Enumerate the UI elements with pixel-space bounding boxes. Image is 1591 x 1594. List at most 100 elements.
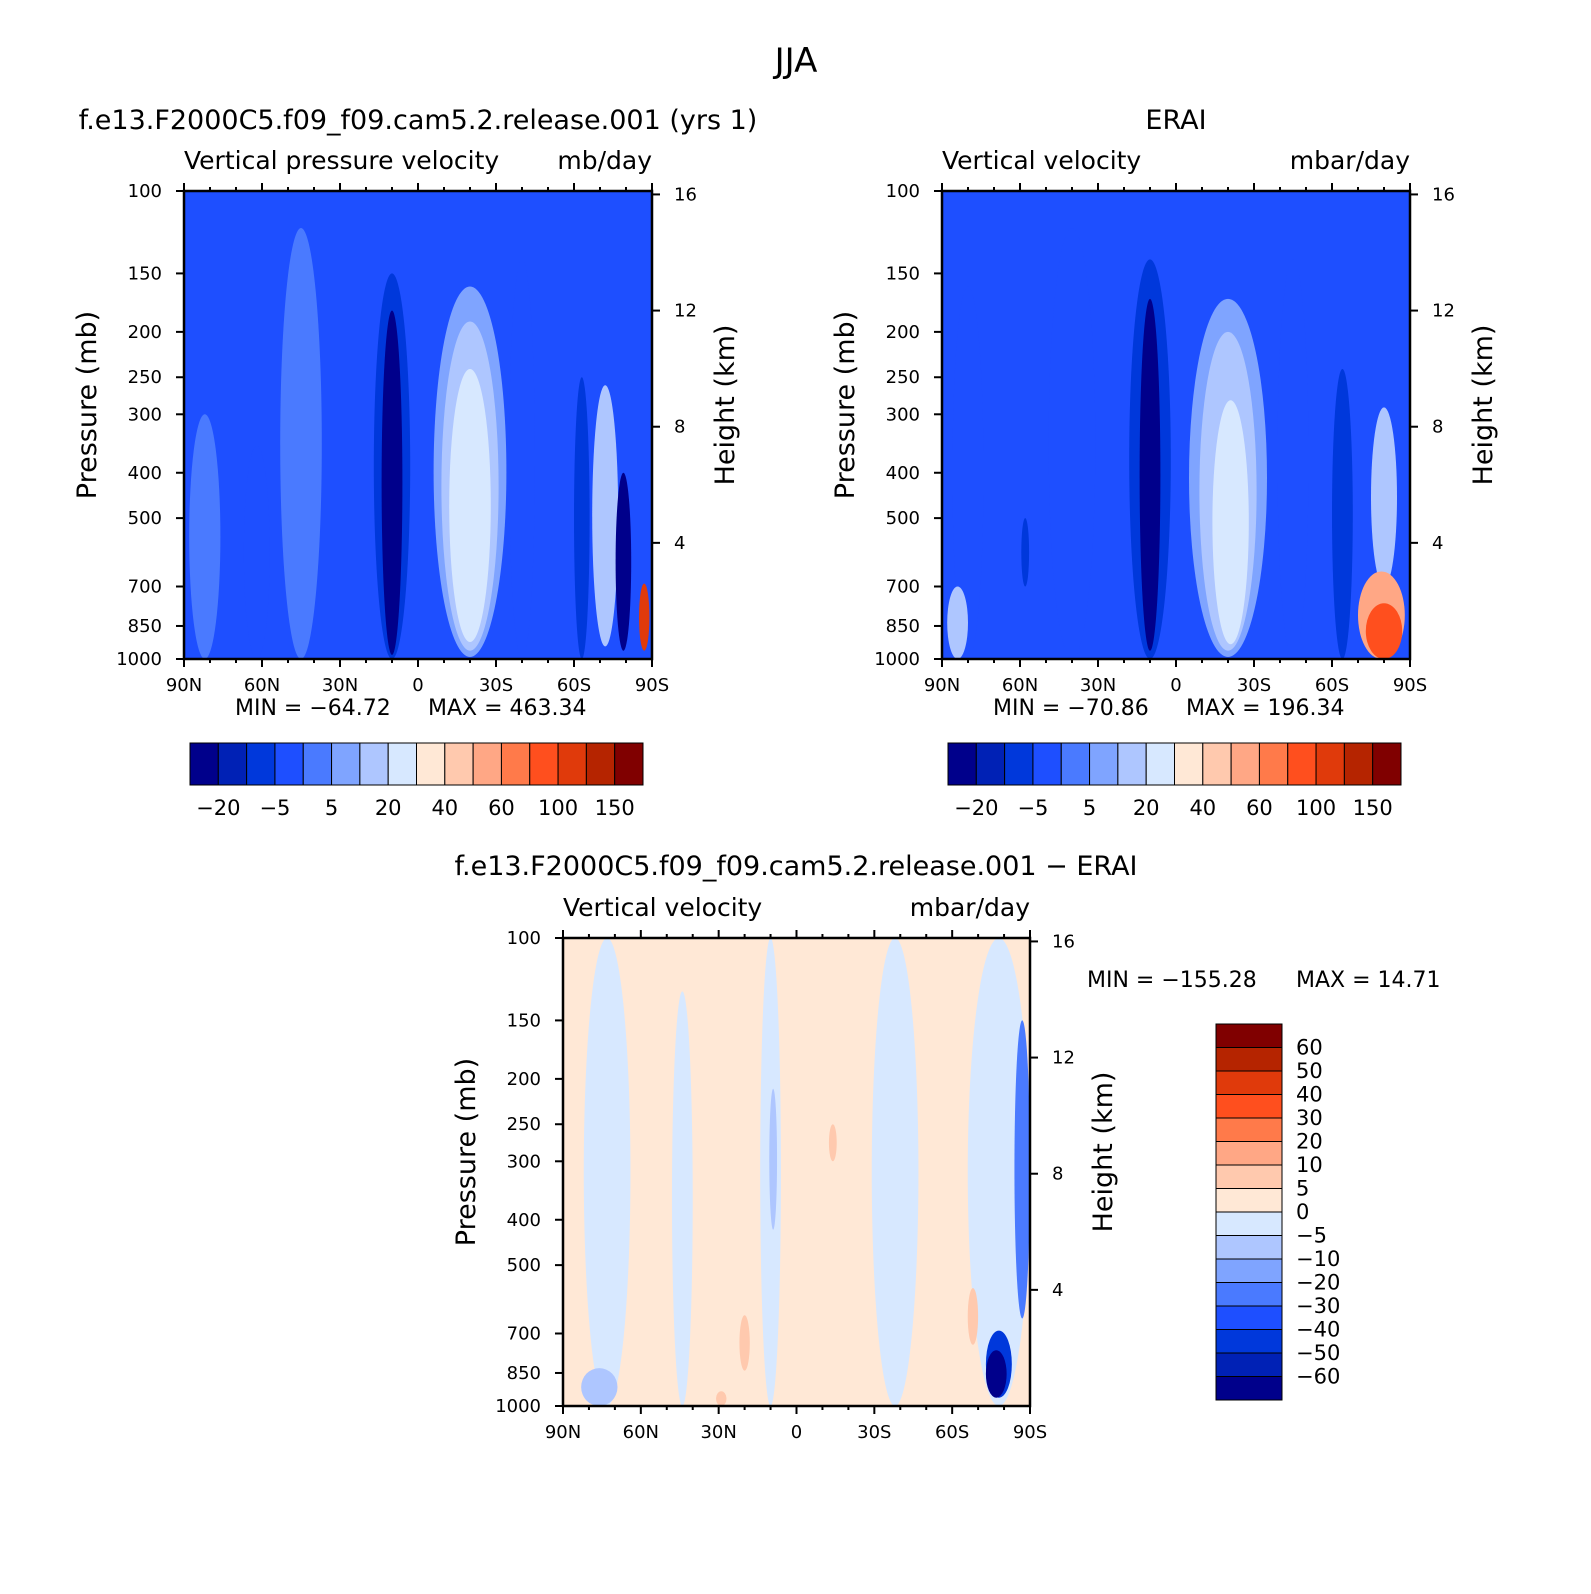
y-tick-label: 300 [886,404,920,425]
colorbar-box [331,742,361,786]
colorbar-box [975,742,1006,786]
contour-feature-1 [947,586,968,659]
colorbar-label: −40 [1296,1318,1340,1342]
contour-feature-4 [381,310,403,655]
colorbar-box [614,742,644,786]
y-tick-label: 1000 [495,1396,541,1417]
y-tick-label: 200 [886,322,920,343]
y2-tick-label: 8 [1052,1164,1063,1185]
min-label: MIN = −70.86 [993,696,1149,721]
units-subtitle: mbar/day [910,893,1030,922]
colorbar-box [359,742,389,786]
colorbar-label: 60 [488,796,515,820]
colorbar-box [1215,1352,1283,1377]
contour-feature-1 [243,445,270,659]
colorbar-box [1215,1235,1283,1260]
colorbar-label: −50 [1296,1341,1340,1365]
y-tick-label: 500 [128,508,162,529]
colorbar-box [1230,742,1260,786]
x-tick-label: 60S [1315,675,1349,696]
x-tick-label: 60N [1002,675,1038,696]
y2-tick-label: 12 [674,301,697,322]
y-tick-label: 400 [507,1210,541,1231]
colorbar-box [1215,1305,1283,1330]
colorbar-box [529,742,559,786]
y-tick-label: 850 [128,616,162,637]
colorbar-label: −5 [1296,1224,1327,1248]
colorbar-box [302,742,333,786]
y-tick-label: 400 [886,463,920,484]
colorbar-label: 10 [1296,1153,1323,1177]
y-tick-label: 250 [886,367,920,388]
y2-tick-label: 12 [1432,301,1455,322]
units-subtitle: mbar/day [1290,146,1410,175]
y-tick-label: 850 [886,616,920,637]
y-tick-label: 500 [886,508,920,529]
colorbar-label: 5 [1083,796,1096,820]
y2-axis-label: Height (km) [710,325,741,486]
contour-feature-13 [1014,1020,1030,1319]
contour-feature-9 [1277,259,1309,659]
y-tick-label: 200 [128,322,162,343]
x-tick-label: 0 [1170,675,1181,696]
colorbar-box [1215,1047,1283,1072]
field-background [942,191,1410,659]
left-subtitle: Vertical pressure velocity [184,146,499,175]
y2-tick-label: 4 [1432,533,1443,554]
colorbar-box [472,742,502,786]
field-background [563,938,1030,1406]
contour-feature-3 [1048,228,1096,659]
x-tick-label: 90S [1013,1422,1047,1443]
contour-feature-10 [1332,368,1353,659]
contour-field [563,938,1030,1406]
y-tick-label: 200 [507,1069,541,1090]
y2-axis-label: Height (km) [1088,1072,1119,1233]
colorbar-label: −60 [1296,1365,1340,1389]
colorbar-box [947,742,977,786]
contour-feature-11 [615,472,632,651]
y-tick-label: 150 [886,263,920,284]
max-label: MAX = 14.71 [1296,968,1441,993]
left-subtitle: Vertical velocity [563,893,762,922]
colorbar-box [500,742,531,786]
y-tick-label: 300 [507,1151,541,1172]
contour-feature-0 [189,414,221,659]
colorbar-box [217,742,248,786]
contour-feature-11 [1371,407,1397,587]
y-axis-label: Pressure (mb) [451,1058,482,1246]
colorbar-box [1215,1023,1283,1048]
y-tick-label: 150 [507,1010,541,1031]
colorbar-box [1287,742,1317,786]
contour-feature-2 [1021,518,1030,587]
colorbar-box [1343,742,1374,786]
figure-title: JJA [773,41,818,81]
colorbar-label: 20 [1296,1130,1323,1154]
colorbar-box [1215,1117,1283,1142]
colorbar-box [585,742,616,786]
colorbar-label: −10 [1296,1247,1340,1271]
y-tick-label: 850 [507,1363,541,1384]
y2-tick-label: 16 [1432,184,1455,205]
units-subtitle: mb/day [557,146,652,175]
x-tick-label: 60S [935,1422,969,1443]
contour-feature-10 [592,385,619,647]
y2-tick-label: 4 [674,533,685,554]
contour-feature-10 [967,1288,979,1345]
y-tick-label: 250 [128,367,162,388]
contour-feature-5 [1139,298,1161,651]
colorbar-label: −20 [1296,1271,1340,1295]
colorbar-box [1215,1282,1283,1307]
y-tick-label: 250 [507,1114,541,1135]
y-tick-label: 100 [128,181,162,202]
contour-feature-0 [583,938,631,1406]
min-label: MIN = −155.28 [1087,968,1257,993]
colorbar-label: 40 [431,796,458,820]
y-tick-label: 100 [507,928,541,949]
contour-feature-2 [671,991,693,1406]
y-axis-label: Pressure (mb) [830,311,861,499]
y-tick-label: 700 [886,577,920,598]
y-tick-label: 300 [128,404,162,425]
contour-feature-6 [739,1315,750,1371]
colorbars: −20 −5 5 20 40 60 100 150 −20 −5 5 20 40 60 100 1506050… [189,742,1402,1401]
